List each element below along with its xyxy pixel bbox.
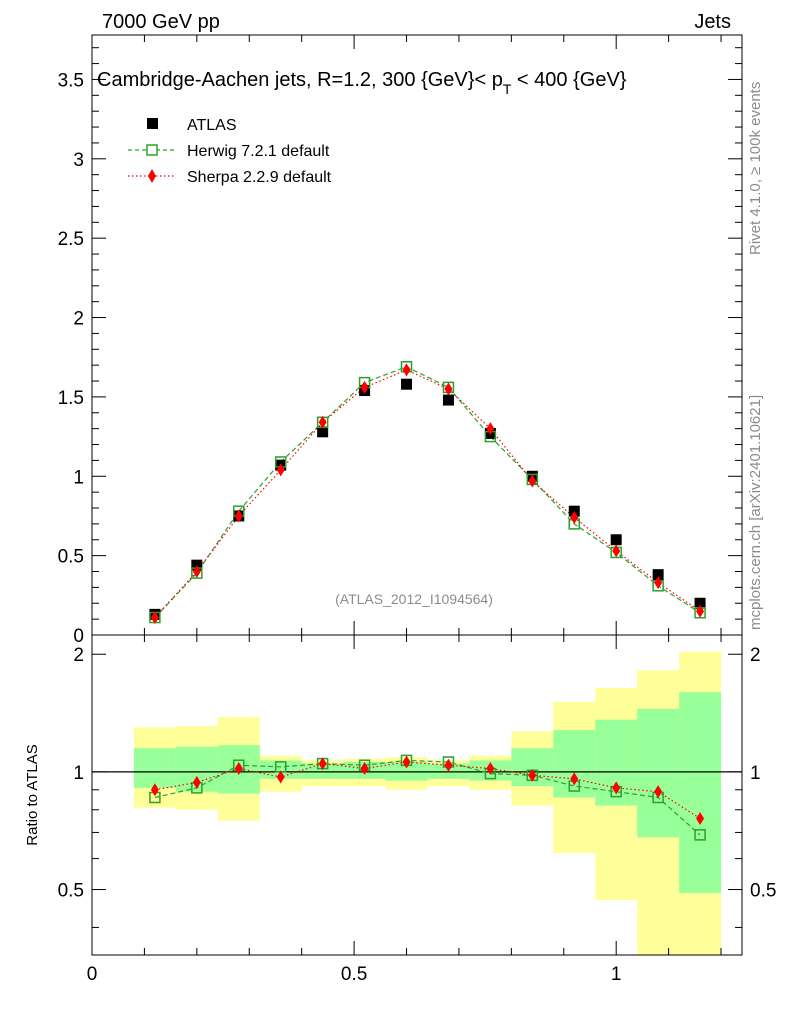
point-sherpa [444, 382, 453, 396]
legend-label-sherpa: Sherpa 2.2.9 default [187, 169, 332, 186]
mcplots-label: mcplots.cern.ch [arXiv:2401.10621] [747, 395, 764, 630]
title-sub: T [503, 81, 512, 97]
point-atlas [610, 534, 622, 546]
point-sherpa [192, 565, 201, 579]
xtick-label: 1 [611, 964, 622, 985]
main-ytick-label: 2 [73, 309, 84, 330]
main-ytick-label: 0 [73, 626, 84, 647]
main-ytick-label: 1.5 [58, 388, 84, 409]
point-atlas [317, 426, 329, 438]
chart-title: Cambridge-Aachen jets, R=1.2, 300 {GeV}<… [97, 69, 627, 97]
point-sherpa [528, 474, 537, 488]
stat-uncertainty-band [133, 748, 176, 788]
rivet-label: Rivet 4.1.0, ≥ 100k events [747, 82, 764, 255]
point-sherpa [486, 422, 495, 436]
xtick-label: 0.5 [341, 964, 367, 985]
point-atlas [694, 597, 706, 609]
ratio-point-sherpa [486, 762, 495, 776]
ratio-ytick-label: 0.5 [58, 881, 84, 902]
point-atlas [442, 394, 454, 406]
ratio-point-sherpa [150, 783, 159, 797]
stat-uncertainty-band [637, 708, 680, 838]
point-sherpa [696, 604, 705, 618]
ratio-point-sherpa [444, 758, 453, 772]
legend-marker-atlas [147, 118, 158, 129]
ratio-ytick-label-right: 1 [750, 763, 761, 784]
point-sherpa [402, 363, 411, 377]
ratio-series [149, 754, 706, 841]
ratio-point-sherpa [654, 785, 663, 799]
ratio-point-sherpa [612, 781, 621, 795]
point-sherpa [360, 380, 369, 394]
point-sherpa [318, 415, 327, 429]
header-right: Jets [694, 11, 731, 33]
main-axis-ticks: 0 0.5 1 1.5 2 2.5 3 3.5 [58, 47, 742, 647]
ratio-ytick-label: 1 [73, 763, 84, 784]
ratio-frame [91, 634, 743, 956]
point-atlas [401, 378, 413, 390]
point-sherpa [276, 463, 285, 477]
legend: ATLAS Herwig 7.2.1 default Sherpa 2.2.9 … [128, 117, 332, 186]
ratio-point-sherpa [234, 762, 243, 776]
ratio-ytick-label-right: 0.5 [750, 881, 776, 902]
ratio-ylabel: Ratio to ATLAS [24, 744, 41, 845]
ratio-point-sherpa [360, 762, 369, 776]
ratio-point-sherpa [192, 775, 201, 789]
ratio-point-sherpa [402, 755, 411, 769]
title-post: < 400 {GeV} [511, 69, 626, 91]
point-sherpa [150, 611, 159, 625]
main-line-open-square [154, 366, 701, 618]
ratio-axis-ticks: 0.5 0.5 1 1 2 2 [58, 645, 776, 928]
ratio-ytick-label: 2 [73, 645, 84, 666]
x-axis-ticks: 0 0.5 1 [87, 35, 722, 985]
point-atlas [652, 569, 664, 581]
ratio-bands [133, 651, 722, 955]
legend-label-herwig: Herwig 7.2.1 default [187, 143, 330, 160]
stat-uncertainty-band [679, 692, 722, 893]
ratio-point-sherpa [696, 811, 705, 825]
ratio-point-sherpa [528, 768, 537, 782]
title-pre: Cambridge-Aachen jets, R=1.2, 300 {GeV}<… [97, 69, 503, 91]
ratio-ytick-label-right: 2 [750, 645, 761, 666]
ratio-point-sherpa [276, 770, 285, 784]
legend-label-atlas: ATLAS [187, 117, 237, 134]
main-ytick-label: 3.5 [58, 70, 84, 91]
main-line-diamond [154, 369, 701, 618]
point-sherpa [234, 509, 243, 523]
point-sherpa [654, 576, 663, 590]
point-sherpa [570, 511, 579, 525]
ratio-point-herwig [694, 829, 706, 841]
legend-marker-sherpa [148, 169, 156, 183]
stat-uncertainty-band [553, 729, 596, 798]
ratio-point-sherpa [318, 757, 327, 771]
ratio-point-sherpa [570, 772, 579, 786]
main-ytick-label: 1 [73, 467, 84, 488]
main-ytick-label: 2.5 [58, 229, 84, 250]
point-sherpa [612, 544, 621, 558]
main-ytick-label: 3 [73, 150, 84, 171]
legend-marker-herwig [146, 144, 158, 156]
header-left: 7000 GeV pp [102, 11, 220, 33]
main-ytick-label: 0.5 [58, 547, 84, 568]
analysis-label: (ATLAS_2012_I1094564) [335, 591, 493, 607]
main-series [149, 360, 706, 625]
xtick-label: 0 [87, 964, 98, 985]
ratio-line [154, 759, 701, 836]
stat-uncertainty-band [301, 763, 344, 779]
